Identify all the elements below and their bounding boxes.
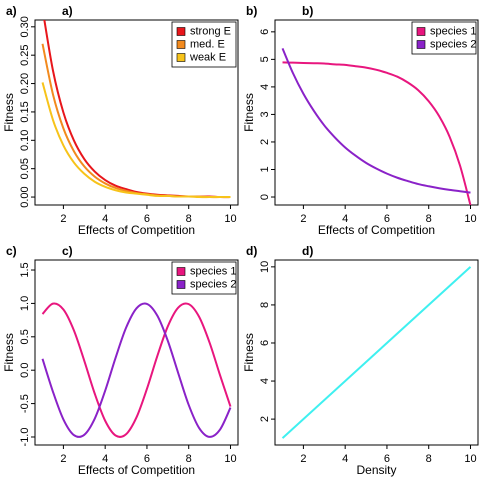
legend-label: strong E <box>190 25 231 37</box>
y-tick-label: 1.5 <box>19 262 31 277</box>
y-tick-label: 8 <box>259 302 271 308</box>
legend-swatch <box>416 27 426 36</box>
y-axis-label: Fitness <box>242 333 256 372</box>
x-tick-label: 10 <box>224 213 236 225</box>
legend-label: med. E <box>190 38 225 50</box>
x-tick-label: 4 <box>342 213 348 225</box>
legend-swatch <box>176 53 186 62</box>
x-tick-label: 8 <box>426 453 432 465</box>
x-tick-label: 8 <box>186 453 192 465</box>
legend-label: weak E <box>189 51 226 63</box>
series-line <box>41 302 232 438</box>
y-tick-label: 1.0 <box>19 296 31 311</box>
y-tick-label: 0.10 <box>19 130 31 151</box>
y-axis-label: Fitness <box>2 333 16 372</box>
y-tick-label: 6 <box>259 29 271 35</box>
panel-tag: d) <box>246 244 257 258</box>
series-line <box>281 266 472 439</box>
legend-label: species 2 <box>430 38 476 50</box>
panel: c) c) 2 4 6 8 10 -1.0 -0.5 0.0 0.5 1.0 1.5 Effects of… <box>2 244 239 477</box>
series-line <box>282 61 472 205</box>
plot-box <box>34 19 239 206</box>
panel-title: a) <box>62 4 73 18</box>
y-tick-label: 5 <box>259 56 271 62</box>
series-line <box>281 47 471 194</box>
x-axis-label: Effects of Competition <box>318 223 435 237</box>
x-tick-label: 8 <box>186 213 192 225</box>
panel-title: c) <box>62 244 73 258</box>
x-tick-label: 6 <box>384 453 390 465</box>
legend-swatch <box>176 40 186 49</box>
legend-label: species 2 <box>190 278 236 290</box>
x-tick-label: 4 <box>102 453 108 465</box>
x-tick-label: 10 <box>224 453 236 465</box>
y-tick-label: 0.0 <box>19 363 31 378</box>
y-tick-label: 6 <box>259 340 271 346</box>
y-tick-label: 1 <box>259 166 271 172</box>
y-tick-label: 0.5 <box>19 329 31 344</box>
y-tick-label: 4 <box>259 84 271 90</box>
legend-label: species 1 <box>190 265 236 277</box>
plot-box <box>34 259 239 446</box>
y-tick-label: 0.05 <box>19 158 31 179</box>
x-tick-label: 8 <box>426 213 432 225</box>
x-tick-label: 2 <box>300 213 306 225</box>
x-tick-label: 2 <box>60 213 66 225</box>
x-tick-label: 10 <box>464 213 476 225</box>
y-tick-label: 0 <box>259 194 271 200</box>
x-tick-label: 4 <box>342 453 348 465</box>
series-line <box>41 302 232 438</box>
x-tick-label: 2 <box>300 453 306 465</box>
panel-title: b) <box>302 4 313 18</box>
plot-box <box>274 19 479 206</box>
panel-title: d) <box>302 244 313 258</box>
x-tick-label: 6 <box>384 213 390 225</box>
x-tick-label: 4 <box>102 213 108 225</box>
x-axis-label: Density <box>356 463 396 477</box>
y-tick-label: -1.0 <box>19 428 31 447</box>
y-tick-label: 0.15 <box>19 101 31 122</box>
y-axis-label: Fitness <box>2 93 16 132</box>
y-tick-label: 2 <box>259 139 271 145</box>
legend-swatch <box>176 27 186 36</box>
series-line <box>41 82 231 199</box>
panel-tag: a) <box>6 4 17 18</box>
y-tick-label: 3 <box>259 111 271 117</box>
legend-swatch <box>176 280 186 289</box>
panel-tag: b) <box>246 4 257 18</box>
y-tick-label: 0.25 <box>19 44 31 65</box>
y-tick-label: -0.5 <box>19 394 31 413</box>
x-axis-label: Effects of Competition <box>78 223 195 237</box>
y-tick-label: 0.20 <box>19 73 31 94</box>
x-tick-label: 6 <box>144 453 150 465</box>
y-axis-label: Fitness <box>242 93 256 132</box>
y-tick-label: 2 <box>259 416 271 422</box>
y-tick-label: 10 <box>259 261 271 273</box>
x-axis-label: Effects of Competition <box>78 463 195 477</box>
x-tick-label: 6 <box>144 213 150 225</box>
y-tick-label: 0.00 <box>19 186 31 207</box>
y-tick-label: 4 <box>259 378 271 384</box>
panel: d) d) 2 4 6 8 10 2 4 6 8 10 Density Fitness <box>242 244 479 477</box>
x-tick-label: 10 <box>464 453 476 465</box>
plot-box <box>274 259 479 446</box>
y-tick-label: 0.30 <box>19 16 31 37</box>
legend-swatch <box>176 267 186 276</box>
legend-label: species 1 <box>430 25 476 37</box>
legend-swatch <box>416 40 426 49</box>
panel: a) a) 2 4 6 8 10 0.00 0.05 0.10 0.15 0.20 0.25 0.30 Ef… <box>2 4 239 237</box>
x-tick-label: 2 <box>60 453 66 465</box>
panel-tag: c) <box>6 244 17 258</box>
